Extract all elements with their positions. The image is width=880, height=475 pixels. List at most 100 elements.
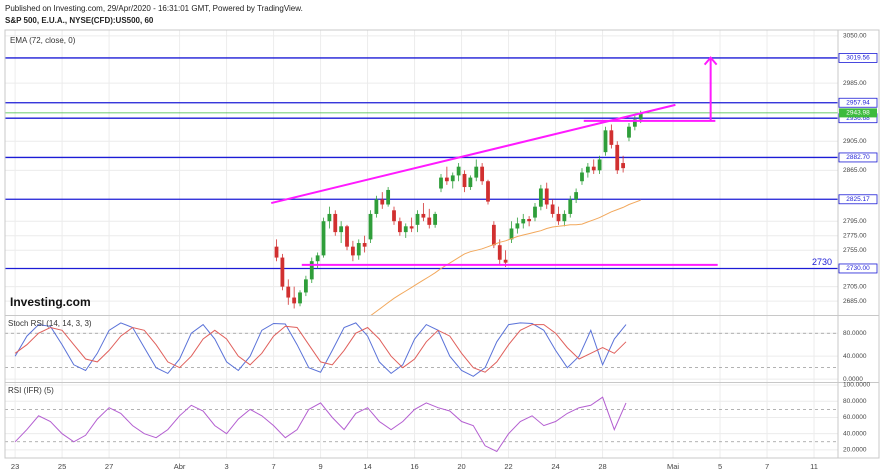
candle-body bbox=[362, 243, 367, 247]
candle-body bbox=[621, 163, 626, 169]
candle-body bbox=[321, 221, 326, 256]
level-label: 3019.56 bbox=[846, 55, 870, 62]
x-tick-label: 16 bbox=[410, 462, 418, 471]
candle-body bbox=[491, 224, 496, 246]
candle-body bbox=[609, 130, 614, 145]
x-tick-label: 5 bbox=[718, 462, 722, 471]
candle-body bbox=[350, 246, 355, 256]
x-tick-label: Mai bbox=[667, 462, 679, 471]
candle-body bbox=[580, 172, 584, 182]
x-tick-label: 22 bbox=[504, 462, 512, 471]
candle-body bbox=[374, 199, 379, 214]
frame bbox=[4, 29, 880, 459]
x-tick-label: 11 bbox=[810, 462, 818, 471]
candle-body bbox=[327, 213, 332, 222]
candle-body bbox=[509, 228, 514, 240]
candle-body bbox=[450, 175, 455, 182]
candle-body bbox=[392, 210, 396, 222]
candle-body bbox=[386, 189, 391, 205]
indicator-line bbox=[14, 324, 627, 373]
candle-body bbox=[333, 213, 338, 233]
candle-body bbox=[456, 166, 461, 176]
x-tick-label: 25 bbox=[58, 462, 66, 471]
y-tick-label: 100.0000 bbox=[843, 382, 870, 389]
x-tick-label: Abr bbox=[174, 462, 186, 471]
candle-body bbox=[286, 286, 291, 298]
candle-body bbox=[603, 130, 608, 153]
x-tick-label: 24 bbox=[551, 462, 559, 471]
y-tick-label: 20.0000 bbox=[843, 447, 867, 454]
annotation: 2730 bbox=[812, 257, 832, 267]
candle-body bbox=[444, 177, 449, 182]
x-tick-label: 9 bbox=[318, 462, 322, 471]
y-tick-label: 3050.00 bbox=[843, 33, 867, 40]
candle-body bbox=[550, 204, 555, 214]
candle-body bbox=[303, 279, 308, 293]
legend-entry: EMA (72, close, 0) bbox=[10, 36, 76, 45]
y-tick-label: 0.0000 bbox=[843, 376, 863, 383]
x-tick-label: 14 bbox=[363, 462, 371, 471]
candle-body bbox=[638, 112, 643, 120]
pane-title: Stoch RSI (14, 14, 3, 3) bbox=[8, 319, 92, 328]
candle-body bbox=[574, 192, 579, 200]
ema-line bbox=[370, 199, 641, 315]
candle-body bbox=[474, 166, 479, 178]
candle-body bbox=[274, 246, 279, 258]
x-tick-label: 7 bbox=[271, 462, 275, 471]
candle-body bbox=[339, 226, 344, 233]
y-tick-label: 2685.00 bbox=[843, 298, 867, 305]
level-label: 2936.68 bbox=[846, 115, 870, 122]
x-tick-label: 7 bbox=[765, 462, 769, 471]
candle-body bbox=[533, 206, 537, 218]
candle-body bbox=[433, 213, 438, 225]
x-tick-label: 3 bbox=[224, 462, 228, 471]
indicator-line bbox=[14, 322, 627, 377]
candle-body bbox=[368, 213, 373, 240]
level-label-box bbox=[838, 152, 878, 163]
candle-body bbox=[468, 177, 473, 188]
level-label: 2825.17 bbox=[846, 196, 870, 203]
grid-layer bbox=[5, 30, 838, 458]
level-label-box bbox=[838, 53, 878, 63]
x-tick-label: 28 bbox=[598, 462, 606, 471]
stoch-pane bbox=[5, 322, 838, 377]
rsi-pane bbox=[5, 396, 838, 453]
candle-body bbox=[585, 166, 590, 173]
published-note: Published on Investing.com, 29/Apr/2020 … bbox=[5, 4, 303, 13]
candle-body bbox=[538, 188, 543, 207]
pane-title: RSI (IFR) (5) bbox=[8, 386, 54, 395]
candle-body bbox=[627, 126, 631, 138]
candle-body bbox=[439, 177, 443, 189]
candle-body bbox=[415, 213, 420, 225]
candle-body bbox=[280, 257, 285, 287]
candle-body bbox=[427, 217, 432, 225]
candle-body bbox=[497, 245, 502, 260]
y-tick-label: 2865.00 bbox=[843, 167, 867, 174]
y-tick-label: 2755.00 bbox=[843, 247, 867, 254]
y-tick-label: 60.0000 bbox=[843, 414, 867, 421]
candle-body bbox=[345, 226, 349, 247]
candle-body bbox=[503, 259, 508, 263]
candle-body bbox=[597, 159, 602, 171]
candle-body bbox=[462, 173, 467, 188]
candle-body bbox=[292, 297, 297, 304]
candle-body bbox=[527, 219, 532, 222]
candle-body bbox=[309, 261, 314, 280]
label-layer: 3050.00 2985.00 2905.00 2865.00 2795.00 2775.… bbox=[8, 33, 878, 471]
y-tick-label: 2985.00 bbox=[843, 80, 867, 87]
x-tick-label: 20 bbox=[457, 462, 465, 471]
candle-body bbox=[403, 226, 408, 233]
candle-body bbox=[521, 219, 526, 224]
y-tick-label: 40.0000 bbox=[843, 353, 867, 360]
y-tick-label: 80.0000 bbox=[843, 330, 867, 337]
candle-body bbox=[568, 199, 573, 214]
y-tick-label: 80.0000 bbox=[843, 398, 867, 405]
level-label-box bbox=[838, 97, 878, 108]
candle-body bbox=[591, 166, 596, 171]
y-tick-label: 2905.00 bbox=[843, 138, 867, 145]
y-tick-label: 40.0000 bbox=[843, 430, 867, 437]
level-label-box bbox=[838, 194, 878, 205]
candle-body bbox=[397, 221, 402, 233]
